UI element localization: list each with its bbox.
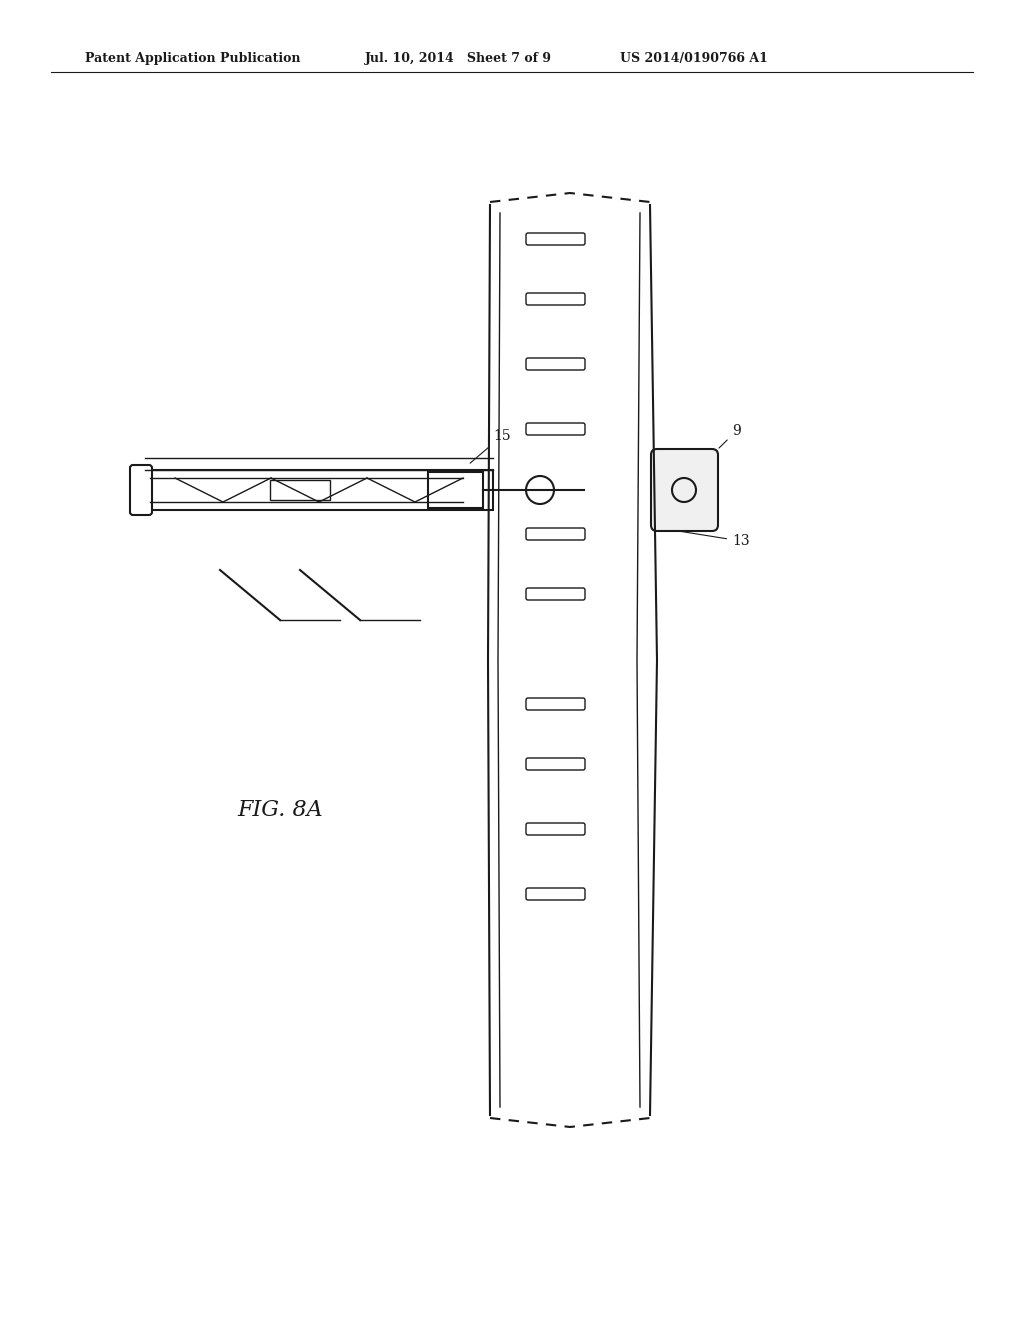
FancyBboxPatch shape [526,822,585,836]
FancyBboxPatch shape [526,587,585,601]
Text: Patent Application Publication: Patent Application Publication [85,51,300,65]
FancyBboxPatch shape [526,293,585,305]
FancyBboxPatch shape [526,698,585,710]
Text: Jul. 10, 2014   Sheet 7 of 9: Jul. 10, 2014 Sheet 7 of 9 [365,51,552,65]
FancyBboxPatch shape [526,758,585,770]
Bar [270,480,330,500]
FancyBboxPatch shape [526,422,585,436]
Bar [145,470,493,510]
Text: 13: 13 [675,531,750,548]
FancyBboxPatch shape [526,234,585,246]
FancyBboxPatch shape [526,358,585,370]
FancyBboxPatch shape [130,465,152,515]
FancyBboxPatch shape [526,888,585,900]
Text: 9: 9 [719,424,740,447]
Text: FIG. 8A: FIG. 8A [238,799,323,821]
Text: US 2014/0190766 A1: US 2014/0190766 A1 [620,51,768,65]
Text: 15: 15 [470,429,511,463]
Bar [428,473,483,508]
FancyBboxPatch shape [526,528,585,540]
FancyBboxPatch shape [651,449,718,531]
